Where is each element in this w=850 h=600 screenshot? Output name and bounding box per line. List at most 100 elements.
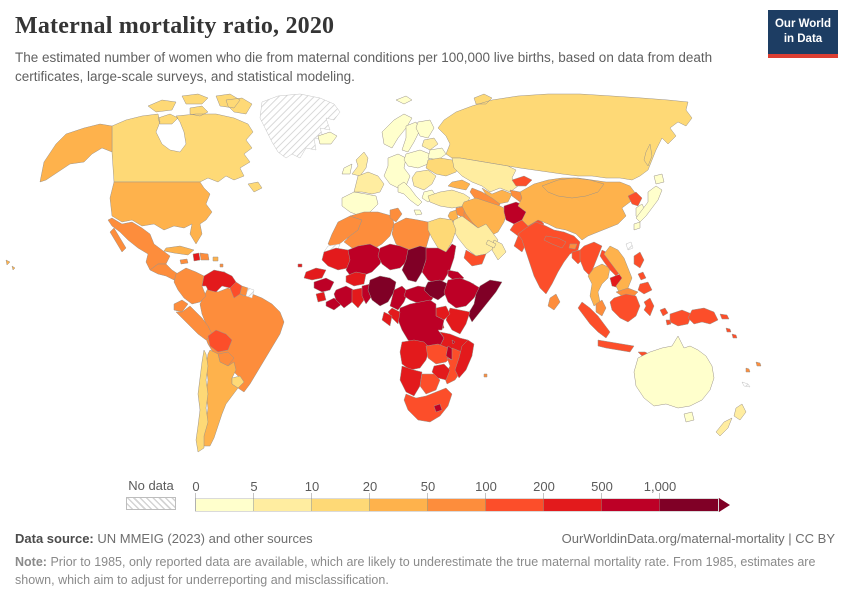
country-sierra-leone[interactable]	[315, 291, 327, 303]
country-sweden[interactable]	[401, 121, 421, 153]
country-lesotho[interactable]	[433, 403, 443, 413]
country-finland[interactable]	[415, 119, 435, 139]
legend-bin-1,000[interactable]: 1,000	[644, 479, 718, 511]
legend-bin-200[interactable]: 200	[533, 479, 602, 511]
country-colombia[interactable]	[173, 267, 207, 305]
country-zimbabwe[interactable]	[431, 363, 451, 381]
country-iberia[interactable]	[341, 191, 379, 217]
country-new-caledonia[interactable]	[741, 381, 751, 388]
country-alaska[interactable]	[39, 123, 113, 183]
country-mauritius[interactable]	[483, 373, 488, 378]
country-namibia[interactable]	[399, 365, 423, 397]
country-iran[interactable]	[461, 197, 509, 237]
country-italy[interactable]	[397, 181, 423, 216]
country-cape-verde[interactable]	[297, 263, 303, 268]
country-kyrgyzstan[interactable]	[511, 175, 533, 187]
country-romania-balkans[interactable]	[411, 169, 437, 191]
legend-bin-500[interactable]: 500	[591, 479, 660, 511]
country-australia[interactable]	[633, 335, 715, 423]
country-ivory-coast[interactable]	[333, 285, 355, 309]
country-uk[interactable]	[351, 151, 369, 177]
country-caucasus[interactable]	[447, 179, 471, 191]
legend-tick-label: 20	[362, 479, 378, 494]
country-cameroon[interactable]	[389, 285, 409, 311]
country-uruguay[interactable]	[231, 375, 245, 389]
country-dominican-republic[interactable]	[199, 252, 210, 261]
country-comoros[interactable]	[451, 339, 456, 345]
country-ukraine[interactable]	[425, 157, 461, 177]
country-niger[interactable]	[377, 243, 411, 271]
country-new-zealand[interactable]	[715, 403, 747, 437]
legend-bin-5[interactable]: 5	[250, 479, 312, 511]
country-burkina-faso[interactable]	[345, 271, 367, 287]
country-senegal[interactable]	[303, 267, 327, 281]
country-france[interactable]	[353, 171, 385, 195]
country-bhutan[interactable]	[568, 243, 578, 250]
country-philippines[interactable]	[633, 251, 653, 295]
country-ghana[interactable]	[351, 287, 365, 309]
country-egypt[interactable]	[427, 217, 457, 253]
legend-bin-50[interactable]: 50	[421, 479, 486, 511]
legend-no-data[interactable]: No data	[126, 478, 176, 510]
country-russia[interactable]	[437, 93, 693, 181]
country-congo[interactable]	[387, 307, 401, 325]
country-somalia[interactable]	[467, 279, 503, 323]
country-kenya[interactable]	[445, 307, 471, 335]
country-taiwan[interactable]	[625, 241, 634, 251]
legend-bin-10[interactable]: 10	[305, 479, 370, 511]
legend-bin-20[interactable]: 20	[363, 479, 428, 511]
country-venezuela[interactable]	[201, 269, 237, 293]
country-ecuador[interactable]	[173, 299, 189, 313]
country-hawaii[interactable]	[5, 259, 16, 271]
country-papua-new-guinea[interactable]	[687, 307, 730, 325]
country-gabon[interactable]	[381, 311, 393, 327]
country-mongolia[interactable]	[541, 177, 605, 199]
country-mali[interactable]	[345, 243, 385, 279]
country-chad[interactable]	[401, 245, 429, 283]
country-angola[interactable]	[399, 339, 431, 371]
owid-link[interactable]: OurWorldinData.org/maternal-mortality | …	[561, 531, 835, 546]
country-nepal[interactable]	[543, 235, 567, 249]
country-guyana[interactable]	[229, 281, 243, 299]
country-guinea[interactable]	[313, 277, 335, 293]
country-south-africa[interactable]	[403, 387, 453, 423]
country-sri-lanka[interactable]	[547, 293, 561, 311]
country-nigeria[interactable]	[367, 275, 397, 307]
country-fiji[interactable]	[755, 361, 762, 367]
country-south-sudan[interactable]	[423, 279, 449, 301]
country-iceland[interactable]	[317, 131, 338, 145]
country-vanuatu[interactable]	[745, 367, 751, 373]
country-qatar-uae[interactable]	[485, 239, 497, 249]
country-botswana[interactable]	[419, 373, 441, 395]
country-belarus[interactable]	[427, 147, 447, 161]
country-ethiopia[interactable]	[443, 277, 481, 309]
country-north-korea[interactable]	[627, 191, 643, 207]
country-baltics[interactable]	[421, 137, 439, 151]
note-label: Note:	[15, 555, 47, 569]
country-sudan[interactable]	[421, 243, 457, 285]
country-drc[interactable]	[397, 299, 445, 351]
country-svalbard[interactable]	[395, 95, 413, 105]
country-canada[interactable]	[111, 93, 263, 193]
country-japan[interactable]	[633, 173, 665, 231]
country-puerto-rico[interactable]	[212, 256, 219, 262]
country-poland[interactable]	[403, 149, 431, 169]
country-bolivia[interactable]	[207, 329, 233, 353]
country-tunisia[interactable]	[389, 207, 403, 223]
legend-bin-0[interactable]: 0	[192, 479, 254, 511]
country-yemen[interactable]	[463, 249, 487, 267]
country-jamaica[interactable]	[179, 258, 189, 265]
country-madagascar[interactable]	[454, 339, 475, 379]
country-china[interactable]	[517, 177, 637, 241]
country-india[interactable]	[517, 221, 581, 295]
owid-logo[interactable]: Our World in Data	[768, 10, 838, 58]
country-solomon-islands[interactable]	[725, 327, 738, 339]
country-haiti[interactable]	[192, 252, 201, 262]
country-greenland[interactable]	[259, 93, 341, 159]
country-ireland[interactable]	[341, 163, 353, 175]
country-chile[interactable]	[195, 349, 209, 453]
country-usa[interactable]	[109, 181, 213, 245]
legend-bin-100[interactable]: 100	[475, 479, 544, 511]
country-cuba[interactable]	[163, 245, 195, 256]
country-french-guiana[interactable]	[245, 287, 255, 299]
